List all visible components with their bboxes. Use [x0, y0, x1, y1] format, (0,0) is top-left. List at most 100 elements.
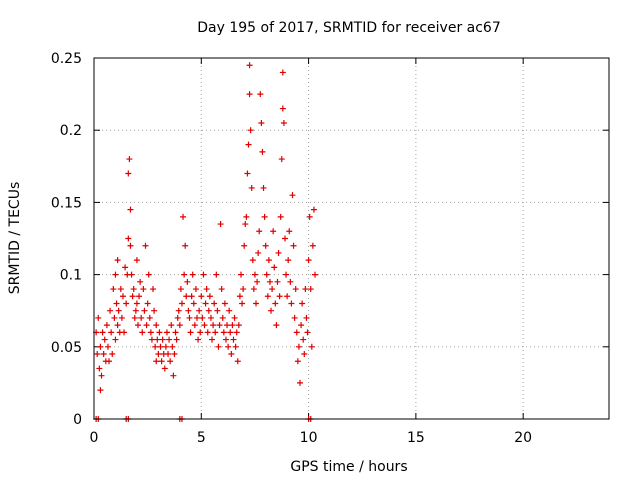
- data-point: [153, 358, 160, 365]
- data-point: [98, 372, 105, 379]
- data-point: [106, 358, 113, 365]
- data-point: [216, 322, 223, 329]
- data-point: [155, 351, 162, 358]
- data-point: [107, 307, 114, 314]
- x-tick-label: 5: [197, 430, 206, 446]
- data-point: [250, 286, 257, 293]
- data-point: [224, 322, 231, 329]
- data-point: [312, 271, 319, 278]
- y-tick-label: 0.05: [51, 340, 82, 356]
- data-point: [104, 343, 111, 350]
- data-point: [170, 372, 177, 379]
- data-point: [264, 293, 271, 300]
- data-point: [253, 300, 260, 307]
- data-point: [213, 271, 220, 278]
- data-point: [145, 271, 152, 278]
- data-point: [248, 184, 255, 191]
- data-point: [101, 336, 108, 343]
- data-point: [288, 300, 295, 307]
- data-point: [300, 336, 307, 343]
- data-point: [272, 300, 279, 307]
- data-point: [280, 119, 287, 126]
- data-point: [286, 228, 293, 235]
- plot-frame: [93, 57, 610, 420]
- data-point: [226, 307, 233, 314]
- data-point: [173, 336, 180, 343]
- data-point: [244, 170, 251, 177]
- data-point: [182, 242, 189, 249]
- data-point: [127, 242, 134, 249]
- data-point: [227, 329, 234, 336]
- data-point: [117, 286, 124, 293]
- data-point: [235, 322, 242, 329]
- data-point: [180, 213, 187, 220]
- data-point: [254, 278, 261, 285]
- data-point: [261, 213, 268, 220]
- data-point: [168, 322, 175, 329]
- data-point: [141, 307, 148, 314]
- data-point: [197, 329, 204, 336]
- data-point: [96, 365, 103, 372]
- data-point: [269, 286, 276, 293]
- data-point: [287, 278, 294, 285]
- data-point: [301, 351, 308, 358]
- data-point: [188, 293, 195, 300]
- data-point: [201, 322, 208, 329]
- data-point: [229, 322, 236, 329]
- data-point: [209, 336, 216, 343]
- data-point: [245, 141, 252, 148]
- data-point: [181, 271, 188, 278]
- data-point: [246, 91, 253, 98]
- data-point: [243, 213, 250, 220]
- data-point: [281, 235, 288, 242]
- data-point: [299, 300, 306, 307]
- data-point: [125, 170, 132, 177]
- data-point: [198, 293, 205, 300]
- data-point: [157, 343, 164, 350]
- data-point: [240, 286, 247, 293]
- data-point: [136, 293, 143, 300]
- data-point: [163, 329, 170, 336]
- data-point: [276, 293, 283, 300]
- y-tick-label: 0.25: [51, 51, 82, 67]
- data-points: [93, 62, 319, 422]
- data-point: [132, 307, 139, 314]
- data-point: [95, 314, 102, 321]
- data-point: [215, 343, 222, 350]
- data-point: [259, 148, 266, 155]
- data-point: [186, 314, 193, 321]
- data-point: [114, 322, 121, 329]
- data-point: [190, 300, 197, 307]
- data-point: [134, 322, 141, 329]
- data-point: [139, 329, 146, 336]
- data-point: [266, 278, 273, 285]
- data-point: [175, 307, 182, 314]
- data-point: [309, 242, 316, 249]
- data-point: [284, 293, 291, 300]
- data-point: [146, 314, 153, 321]
- data-point: [194, 314, 200, 321]
- data-point: [291, 314, 298, 321]
- data-point: [292, 286, 299, 293]
- data-point: [108, 329, 115, 336]
- data-point: [126, 156, 133, 163]
- data-point: [239, 300, 246, 307]
- data-point: [97, 343, 104, 350]
- data-point: [127, 206, 134, 213]
- data-point: [232, 343, 239, 350]
- data-point: [152, 343, 159, 350]
- data-point: [274, 278, 281, 285]
- data-point: [195, 336, 202, 343]
- chart-title: Day 195 of 2017, SRMTID for receiver ac6…: [197, 20, 501, 36]
- data-point: [228, 351, 235, 358]
- data-point: [113, 300, 120, 307]
- data-point: [285, 257, 292, 264]
- data-point: [137, 278, 144, 285]
- data-point: [279, 69, 286, 76]
- data-point: [111, 314, 118, 321]
- data-point: [177, 286, 184, 293]
- data-point: [143, 322, 150, 329]
- data-point: [119, 293, 126, 300]
- data-point: [200, 271, 207, 278]
